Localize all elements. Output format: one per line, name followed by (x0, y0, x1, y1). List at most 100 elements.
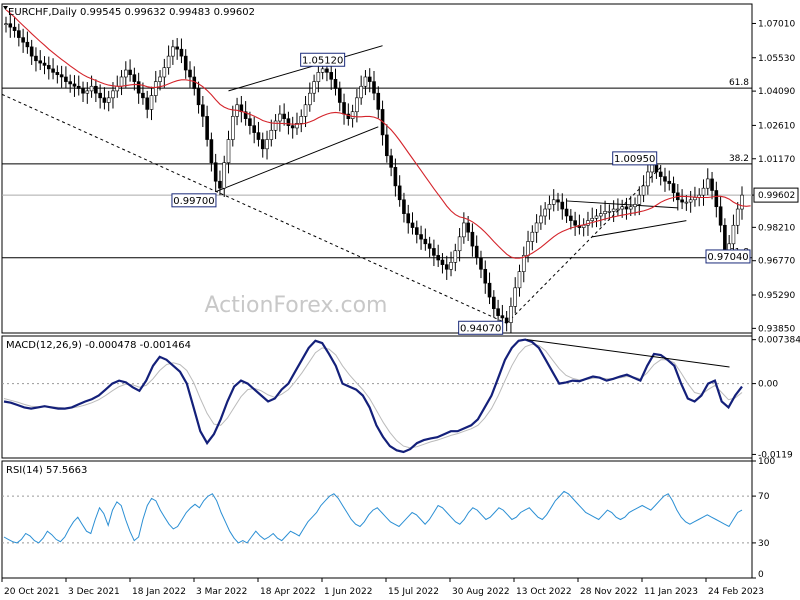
candle-body (153, 81, 158, 96)
candle-body (474, 245, 479, 259)
candle-body (449, 262, 453, 270)
candle-body (517, 271, 522, 289)
candle-body (543, 208, 547, 217)
macd-trendline (526, 339, 730, 368)
price-tick-label: 0.96770 (758, 257, 795, 267)
candle-body (4, 23, 8, 25)
price-tick-label: 0.99602 (758, 191, 795, 201)
candle-body (355, 97, 359, 113)
date-axis: 20 Oct 2021 3 Dec 2021 18 Jan 2022 3 Mar 20… (1, 578, 764, 597)
candle-body (17, 30, 21, 38)
candle-body (115, 85, 120, 92)
candle-body (111, 90, 115, 99)
date-tick-label: 1 Jun 2022 (324, 587, 372, 597)
date-tick-label: 15 Jul 2022 (388, 587, 439, 597)
candle-body (372, 81, 376, 94)
candle-body (504, 317, 509, 323)
candle-body (684, 201, 689, 204)
date-tick-label: 24 Feb 2023 (708, 587, 764, 597)
price-panel: 61.838.261.81.051200.997000.940701.00950… (1, 6, 799, 335)
candle-body (663, 176, 667, 182)
candle-body (740, 194, 744, 210)
annotation-box (705, 249, 751, 264)
candle-body (509, 306, 513, 323)
candle-body (295, 123, 299, 129)
candle-body (337, 88, 342, 103)
candle-body (641, 185, 646, 196)
candle-body (188, 69, 192, 78)
candle-body (136, 81, 141, 94)
candle-body (205, 116, 209, 140)
candle-body (658, 171, 663, 177)
rsi-tick-label: 0 (758, 570, 764, 580)
candle-body (389, 155, 393, 168)
date-tick-label: 30 Aug 2022 (452, 587, 510, 597)
current-price-box (753, 187, 799, 203)
candle-body (68, 81, 72, 85)
candle-body (230, 116, 235, 140)
candle-body (333, 78, 338, 89)
candle-body (25, 41, 30, 48)
candle-body (218, 180, 222, 189)
candle-body (12, 26, 17, 31)
candle-body (453, 250, 458, 263)
candle-body (175, 46, 179, 50)
candle-body (466, 222, 470, 233)
candle-body (42, 62, 47, 66)
moving-average-line (5, 9, 751, 259)
date-tick-label: 3 Mar 2022 (196, 587, 247, 597)
rsi-title: RSI(14) 57.5663 (6, 465, 87, 476)
candle-body (500, 315, 505, 319)
date-tick-label: 3 Dec 2021 (68, 587, 120, 597)
date-tick-label: 18 Jan 2022 (132, 587, 186, 597)
candle-body (573, 220, 577, 226)
candle-body (106, 97, 111, 103)
candle-body (158, 76, 162, 82)
candle-body (598, 213, 603, 217)
candle-body (620, 206, 624, 210)
candle-body (406, 213, 411, 224)
candle-body (560, 201, 565, 210)
candle-body (209, 139, 214, 164)
candle-body (162, 67, 167, 78)
candle-body (359, 85, 363, 99)
candle-body (723, 224, 727, 252)
price-tick-label: 1.01170 (758, 155, 795, 165)
candle-body (38, 60, 43, 64)
candle-body (496, 308, 500, 316)
candle-body (513, 287, 518, 307)
candle-body (256, 132, 261, 140)
candle-body (590, 218, 595, 221)
candle-body (701, 187, 706, 196)
candle-body (34, 55, 38, 62)
candle-body (393, 167, 398, 187)
macd-signal-line (3, 343, 743, 449)
candle-body (89, 85, 94, 92)
macd-line (3, 338, 743, 454)
candle-body (102, 97, 107, 103)
candle-body (487, 282, 492, 298)
candle-body (654, 164, 659, 173)
candle-body (325, 68, 329, 73)
candle-body (141, 92, 145, 99)
price-tick-label: 0.93850 (758, 324, 795, 334)
candle-body (265, 139, 269, 150)
candle-body (342, 102, 346, 115)
candle-body (521, 255, 526, 272)
candle-body (312, 81, 316, 94)
candle-body (705, 178, 710, 189)
price-tick-label: 0.98210 (758, 223, 795, 233)
candle-body (248, 118, 252, 126)
candle-body (72, 83, 77, 87)
candle-body (329, 72, 334, 80)
candle-body (646, 171, 650, 187)
candle-body (457, 236, 462, 252)
candle-body (55, 72, 60, 75)
candle-body (64, 76, 68, 82)
candle-body (145, 97, 150, 110)
annotation-box (300, 52, 346, 67)
channel-lower (215, 126, 379, 193)
candle-body (278, 113, 282, 122)
triangle-lower (592, 220, 687, 238)
candle-body (85, 90, 90, 94)
